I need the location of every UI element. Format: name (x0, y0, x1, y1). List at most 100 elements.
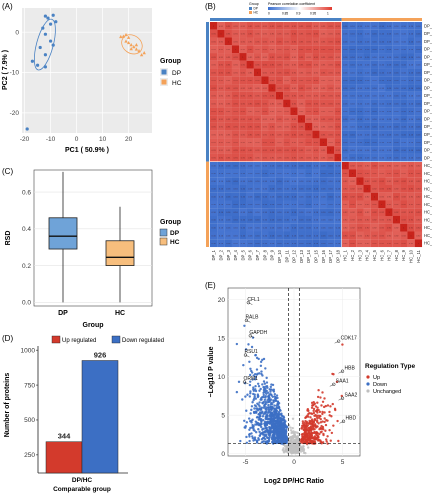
heatmap-cell (348, 29, 357, 38)
heatmap-cell (348, 91, 357, 100)
heatmap-cell-value: 0.16 (314, 220, 319, 222)
heatmap-cell (239, 169, 247, 178)
heatmap-cell-value: 0.16 (248, 204, 253, 206)
heatmap-cell-value: 0.92 (343, 189, 348, 191)
heatmap-cell-value: 0.91 (307, 119, 312, 121)
heatmap-cell (305, 122, 313, 131)
heatmap-cell (275, 99, 284, 108)
heatmap-cell-value: 0.16 (212, 173, 217, 175)
heatmap-cell (275, 84, 284, 92)
heatmap-cell-value: 1 (272, 88, 274, 90)
panel-e-points (235, 324, 344, 455)
heatmap-cell-value: 0.16 (292, 220, 297, 222)
heatmap-cell-value: 0.16 (416, 49, 421, 51)
volcano-point-down (278, 412, 281, 415)
panel-e-annotation-marker (248, 334, 252, 338)
panel-b-col-label: HC_5 (372, 249, 377, 260)
heatmap-cell (370, 208, 379, 217)
panel-b: (B) Group DP HC Pearson correlation coef… (205, 2, 432, 263)
heatmap-cell (290, 37, 298, 46)
heatmap-cell-value: 0.16 (358, 158, 363, 160)
heatmap-cell (253, 115, 262, 123)
panel-e-legend-up: Up (373, 375, 380, 381)
heatmap-cell (297, 45, 306, 54)
panel-e-ylabel: −Log10 P value (208, 346, 215, 397)
volcano-point-unchanged (299, 450, 303, 453)
heatmap-cell (305, 60, 313, 69)
heatmap-cell-value: 0.91 (299, 142, 304, 144)
heatmap-cell (275, 60, 284, 69)
heatmap-cell (392, 130, 401, 139)
heatmap-cell-value: 0.91 (270, 57, 275, 59)
heatmap-cell-value: 0.92 (394, 196, 399, 198)
heatmap-cell (378, 107, 386, 116)
heatmap-cell (261, 192, 269, 201)
panel-a-point-hc (121, 34, 126, 38)
heatmap-cell-value: 0.92 (416, 228, 421, 230)
panel-b-col-label: DP_13 (299, 249, 304, 262)
heatmap-cell (400, 130, 408, 139)
panel-a-point-dp (43, 53, 48, 57)
heatmap-cell-value: 0.16 (233, 165, 238, 167)
heatmap-cell (290, 177, 298, 185)
heatmap-cell (400, 37, 408, 46)
volcano-point-down (277, 405, 281, 408)
heatmap-cell-value: 0.16 (409, 57, 414, 59)
panel-c-legend-title: Group (160, 219, 181, 226)
heatmap-cell (239, 76, 247, 85)
heatmap-cell-value: 0.16 (233, 173, 238, 175)
heatmap-cell-value: 0.16 (372, 49, 377, 51)
heatmap-cell (334, 107, 342, 116)
volcano-point-down (267, 406, 270, 409)
heatmap-cell (246, 68, 254, 77)
heatmap-cell (370, 192, 379, 201)
heatmap-cell-value: 0.91 (314, 127, 319, 129)
heatmap-cell-value: 0.92 (409, 204, 414, 206)
heatmap-cell-value: 0.16 (241, 243, 246, 245)
heatmap-cell (224, 107, 232, 116)
volcano-point-down (270, 388, 273, 391)
heatmap-cell (378, 138, 386, 147)
panel-e-annotation-leader (245, 354, 250, 358)
volcano-point-down (274, 441, 278, 444)
panel-a-point-dp (36, 63, 40, 67)
heatmap-cell-value: 0.91 (263, 49, 268, 51)
heatmap-cell (392, 231, 401, 240)
heatmap-cell (407, 161, 415, 170)
heatmap-cell (385, 99, 393, 108)
heatmap-cell (407, 192, 415, 201)
panel-b-row-label: HC_5 (424, 194, 432, 199)
heatmap-cell (275, 215, 284, 224)
volcano-point-down (261, 358, 264, 362)
panel-b-col-label: HC_1 (343, 249, 348, 260)
heatmap-cell (348, 184, 357, 193)
volcano-point-down (268, 425, 271, 429)
heatmap-cell-value: 0.16 (343, 80, 348, 82)
heatmap-cell-value: 0.16 (292, 243, 297, 245)
volcano-point-down (249, 419, 252, 423)
heatmap-cell-value: 0.91 (299, 96, 304, 98)
heatmap-cell (319, 29, 328, 38)
heatmap-cell-value: 0.16 (402, 72, 407, 74)
heatmap-cell (224, 192, 232, 201)
volcano-point-unchanged (304, 451, 307, 455)
volcano-point-up (331, 402, 334, 406)
heatmap-cell-value: 0.92 (416, 189, 421, 191)
heatmap-cell-value: 0.91 (328, 34, 333, 36)
heatmap-cell-value: 0.16 (307, 243, 312, 245)
heatmap-cell-value: 0.16 (380, 49, 385, 51)
heatmap-cell (319, 200, 328, 209)
heatmap-cell (312, 208, 320, 217)
heatmap-cell (268, 146, 276, 154)
heatmap-cell-value: 0.92 (365, 173, 370, 175)
volcano-point-up (324, 423, 328, 427)
heatmap-cell-value: 0.16 (343, 142, 348, 144)
volcano-point-up (325, 419, 328, 422)
heatmap-cell-value: 0.16 (372, 41, 377, 43)
heatmap-cell-value: 0.16 (248, 235, 253, 237)
heatmap-cell-value: 0.91 (285, 26, 290, 28)
volcano-point-down (249, 367, 252, 370)
heatmap-cell (385, 231, 393, 240)
volcano-point-down (280, 418, 284, 422)
heatmap-cell (414, 153, 423, 162)
